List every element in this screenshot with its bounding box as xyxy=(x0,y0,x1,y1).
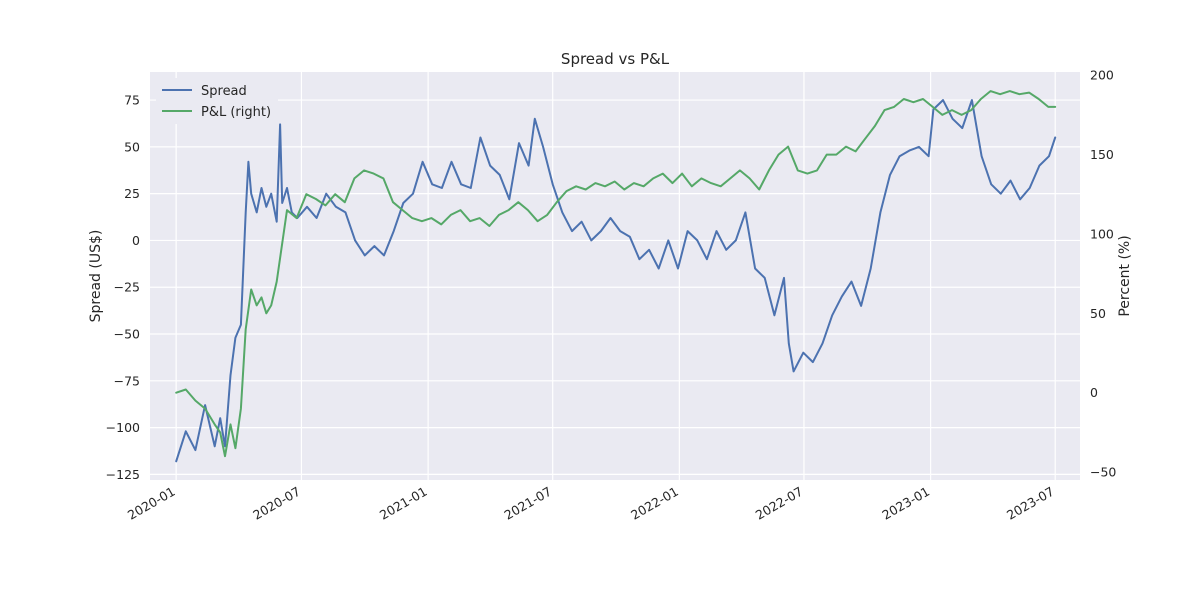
right-y-tick-label: 150 xyxy=(1090,147,1114,162)
plot-area xyxy=(150,72,1080,480)
legend-label-pnl: P&L (right) xyxy=(201,105,271,120)
legend: Spread P&L (right) xyxy=(156,78,278,124)
right-y-tick-label: 50 xyxy=(1090,306,1106,321)
left-y-tick-label: −50 xyxy=(114,327,140,342)
legend-box xyxy=(156,78,278,124)
right-y-tick-label: 200 xyxy=(1090,68,1114,83)
series-line-pnl xyxy=(175,90,1057,458)
left-y-tick-label: 0 xyxy=(132,233,140,248)
right-y-axis-ticks: −50 0 50 100 150 200 xyxy=(1090,68,1116,480)
right-y-tick-label: 100 xyxy=(1090,226,1114,241)
right-y-axis-label: Percent (%) xyxy=(1117,235,1133,316)
chart-title: Spread vs P&L xyxy=(561,50,670,68)
horizontal-gridlines xyxy=(150,99,1080,475)
right-y-tick-label: 0 xyxy=(1090,385,1098,400)
left-y-axis-ticks: −125 −100 −75 −50 −25 0 25 50 75 xyxy=(106,93,140,482)
right-y-tick-label: −50 xyxy=(1090,465,1116,480)
left-y-tick-label: −125 xyxy=(106,467,140,482)
left-y-tick-label: 75 xyxy=(124,93,140,108)
left-y-axis-label: Spread (US$) xyxy=(88,230,104,323)
series-line-spread xyxy=(175,99,1057,463)
left-y-tick-label: 50 xyxy=(124,139,140,154)
left-y-tick-label: −75 xyxy=(114,373,140,388)
left-y-tick-label: −100 xyxy=(106,420,140,435)
series-layer xyxy=(175,90,1057,463)
left-y-tick-label: 25 xyxy=(124,186,140,201)
legend-label-spread: Spread xyxy=(201,84,247,99)
left-y-tick-label: −25 xyxy=(114,280,140,295)
